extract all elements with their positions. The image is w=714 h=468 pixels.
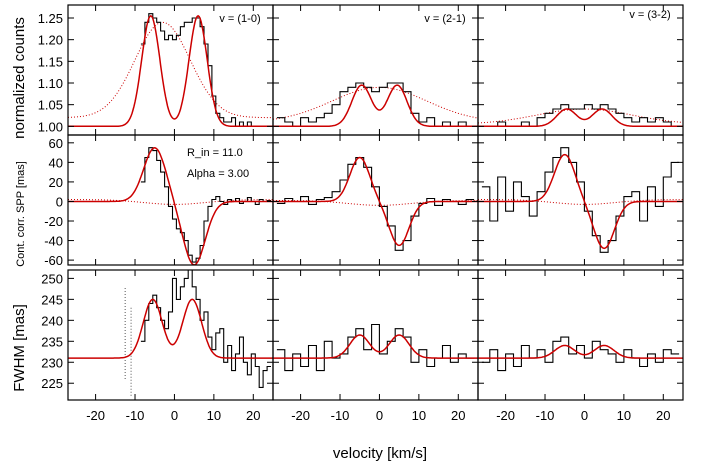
model-curve xyxy=(273,334,478,359)
y-tick-label: 40 xyxy=(49,155,63,170)
reference-curve xyxy=(478,108,683,124)
x-tick-label: 0 xyxy=(376,408,383,423)
model-curve xyxy=(68,298,273,359)
panel-grid: 1.00 1.05 1.10 1.15 1.20 1.25 -60 -40 -20 0 20 40 60… xyxy=(38,4,684,423)
y-tick-label: 225 xyxy=(41,376,63,391)
annotation-r-in: R_in = 11.0 xyxy=(187,147,243,159)
x-tick-label: 20 xyxy=(656,408,670,423)
y-tick-label: 240 xyxy=(41,313,63,328)
x-axis-label: velocity [km/s] xyxy=(333,445,427,462)
data-histogram xyxy=(140,270,271,388)
data-histogram xyxy=(276,156,475,251)
panel-frame xyxy=(477,134,684,266)
panel-r2-c1: -60 -40 -20 0 20 40 60 xyxy=(44,134,274,268)
panel-frame xyxy=(67,269,274,401)
x-tick-label: 10 xyxy=(207,408,221,423)
data-histogram xyxy=(481,336,680,372)
y-tick-label: 1.20 xyxy=(38,33,63,48)
y-tick-label: 250 xyxy=(41,271,63,286)
panel-r3-c3: -20 -10 0 10 20 xyxy=(477,269,684,423)
plot-area xyxy=(478,336,683,372)
model-curve xyxy=(478,153,683,250)
x-tick-label: -10 xyxy=(126,408,145,423)
model-curve xyxy=(478,108,683,128)
plot-area xyxy=(68,13,273,128)
y-tick-label: -20 xyxy=(44,214,63,229)
x-tick-label: 20 xyxy=(246,408,260,423)
panel-r3-c2: -20 -10 0 10 20 xyxy=(272,269,479,423)
x-tick-label: 0 xyxy=(171,408,178,423)
x-tick-label: -20 xyxy=(496,408,515,423)
panel-r3-c1: 225 230 235 240 245 250 -20 -10 0 10 20 xyxy=(41,269,274,423)
x-tick-label: 0 xyxy=(581,408,588,423)
panel-r1-c1: 1.00 1.05 1.10 1.15 1.20 1.25 xyxy=(38,4,274,136)
x-tick-label: -20 xyxy=(291,408,310,423)
reference-curve xyxy=(478,199,683,205)
data-histogram xyxy=(140,13,271,127)
y-tick-label: 1.10 xyxy=(38,76,63,91)
x-tick-label: 10 xyxy=(617,408,631,423)
plot-area xyxy=(273,156,478,251)
y-tick-label: 1.15 xyxy=(38,54,63,69)
y-tick-label: 0 xyxy=(56,194,63,209)
ylabel-row-3: FWHM [mas] xyxy=(11,304,28,392)
plot-area xyxy=(478,104,683,128)
panel-r1-c3 xyxy=(477,4,684,136)
y-tick-label: -60 xyxy=(44,253,63,268)
y-tick-label: 1.00 xyxy=(38,119,63,134)
model-curve xyxy=(68,14,273,128)
x-tick-label: 20 xyxy=(451,408,465,423)
reference-curve xyxy=(68,21,273,119)
y-tick-label: 60 xyxy=(49,136,63,151)
column-title-1: v = (1-0) xyxy=(219,13,260,25)
data-histogram xyxy=(481,147,680,253)
ylabel-row-1: normalized counts xyxy=(11,17,28,139)
model-curve xyxy=(273,156,478,247)
y-tick-label: 235 xyxy=(41,334,63,349)
ylabel-row-2: Cont. corr. SPP [mas] xyxy=(15,161,27,267)
y-tick-label: 1.25 xyxy=(38,11,63,26)
plot-area xyxy=(273,82,478,128)
data-histogram xyxy=(276,82,475,127)
column-title-2: v = (2-1) xyxy=(424,13,465,25)
panel-frame xyxy=(477,4,684,136)
panel-frame xyxy=(272,269,479,401)
plot-area xyxy=(68,147,273,265)
reference-curve xyxy=(68,199,273,205)
panel-r2-c2 xyxy=(272,134,479,266)
panel-frame xyxy=(477,269,684,401)
model-curve xyxy=(273,84,478,128)
column-title-3: v = (3-2) xyxy=(629,9,670,21)
y-tick-label: 20 xyxy=(49,175,63,190)
x-tick-label: -20 xyxy=(86,408,105,423)
x-tick-label: 10 xyxy=(412,408,426,423)
data-histogram xyxy=(481,104,680,127)
annotation-alpha: Alpha = 3.00 xyxy=(187,168,249,180)
panel-r2-c3 xyxy=(477,134,684,266)
plot-area xyxy=(273,323,478,372)
data-histogram xyxy=(276,323,475,372)
x-tick-label: -10 xyxy=(536,408,555,423)
model-curve xyxy=(68,147,273,265)
y-tick-label: -40 xyxy=(44,234,63,249)
plot-area xyxy=(68,270,273,396)
y-tick-label: 1.05 xyxy=(38,98,63,113)
x-tick-label: -10 xyxy=(331,408,350,423)
model-curve xyxy=(478,344,683,359)
y-tick-label: 230 xyxy=(41,355,63,370)
plot-area xyxy=(478,147,683,253)
data-histogram xyxy=(140,147,271,263)
y-tick-label: 245 xyxy=(41,292,63,307)
